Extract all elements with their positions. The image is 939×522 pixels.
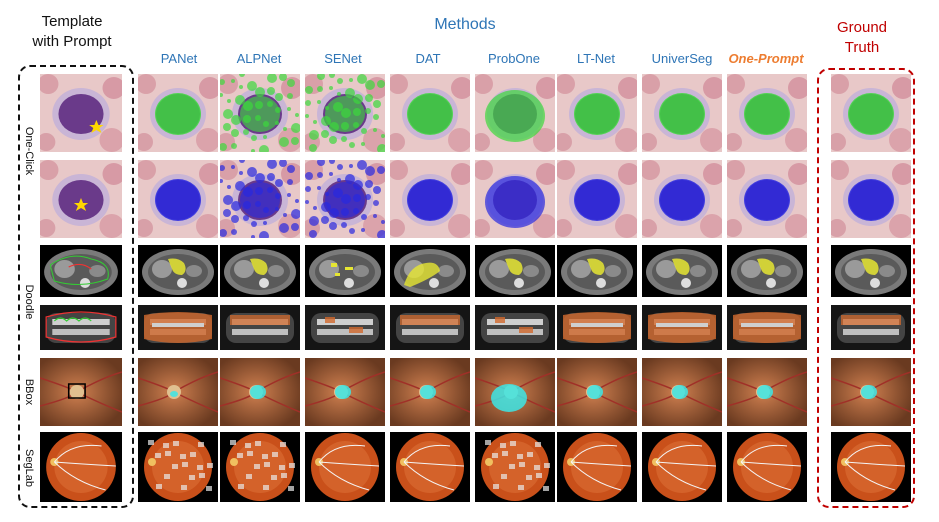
cell-dental-probone: [475, 305, 555, 350]
method-label-probone: ProbOne: [487, 51, 541, 66]
cell-fundus-universeg: [642, 358, 722, 426]
cell-ct-probone: [475, 245, 555, 297]
cell-dental-ground-truth: [831, 305, 911, 350]
cell-blood-2-senet: [305, 160, 385, 238]
cell-fundus-senet: [305, 358, 385, 426]
cell-fundus-lt-net: [557, 358, 637, 426]
cell-blood-1-universeg: [642, 74, 722, 152]
cell-blood-1-panet: [138, 74, 218, 152]
cell-blood-1-senet: [305, 74, 385, 152]
cell-blood-1-lt-net: [557, 74, 637, 152]
method-label-lt-net: LT-Net: [576, 51, 616, 66]
cell-blood-1-one-prompt: [727, 74, 807, 152]
method-label-dat: DAT: [415, 51, 441, 66]
row-label-doodle: Doodle: [23, 284, 35, 320]
cell-retina-probone: [475, 432, 555, 502]
row-label-seglab: SegLab: [23, 449, 35, 487]
cell-ct-lt-net: [557, 245, 637, 297]
ground-truth-column-frame: [817, 68, 915, 508]
cell-retina-one-prompt: [727, 432, 807, 502]
row-label-one-click: One-Click: [23, 126, 35, 176]
method-label-one-prompt: One-Prompt: [728, 51, 804, 66]
cell-ct-alpnet: [220, 245, 300, 297]
method-label-senet: SENet: [324, 51, 362, 66]
template-cell-blood-1: [40, 74, 122, 152]
cell-blood-2-universeg: [642, 160, 722, 238]
cell-blood-1-probone: [475, 74, 555, 152]
methods-title: Methods: [434, 16, 496, 33]
cell-blood-1-alpnet: [220, 74, 300, 152]
template-cell-blood-2: [40, 160, 122, 238]
cell-blood-1-ground-truth: [831, 74, 911, 152]
cell-retina-alpnet: [220, 432, 300, 502]
cell-blood-2-panet: [138, 160, 218, 238]
cell-ct-ground-truth: [831, 245, 911, 297]
template-title: Template with Prompt: [32, 13, 112, 50]
cell-retina-senet: [305, 432, 385, 502]
method-label-alpnet: ALPNet: [236, 51, 282, 66]
cell-fundus-panet: [138, 358, 218, 426]
template-cell-retina: [40, 432, 122, 502]
cell-dental-panet: [138, 305, 218, 350]
cell-dental-dat: [390, 305, 470, 350]
cell-fundus-one-prompt: [727, 358, 807, 426]
template-cell-fundus: [40, 358, 122, 426]
cell-ct-universeg: [642, 245, 722, 297]
template-cell-dental: [40, 305, 122, 350]
cell-fundus-dat: [390, 358, 470, 426]
row-label-bbox: BBox: [23, 378, 35, 406]
cell-retina-dat: [390, 432, 470, 502]
cell-ct-dat: [390, 245, 470, 297]
cell-dental-alpnet: [220, 305, 300, 350]
cell-blood-2-probone: [475, 160, 555, 238]
cell-fundus-alpnet: [220, 358, 300, 426]
cell-retina-panet: [138, 432, 218, 502]
cell-retina-universeg: [642, 432, 722, 502]
cell-fundus-ground-truth: [831, 358, 911, 426]
cell-dental-senet: [305, 305, 385, 350]
cell-dental-one-prompt: [727, 305, 807, 350]
template-column-frame: [18, 65, 134, 508]
cell-blood-2-one-prompt: [727, 160, 807, 238]
cell-blood-2-dat: [390, 160, 470, 238]
cell-blood-2-lt-net: [557, 160, 637, 238]
template-cell-ct: [40, 245, 122, 297]
cell-retina-lt-net: [557, 432, 637, 502]
cell-blood-1-dat: [390, 74, 470, 152]
cell-blood-2-alpnet: [220, 160, 300, 238]
method-label-universeg: UniverSeg: [651, 51, 713, 66]
ground-truth-title: Ground Truth: [836, 19, 888, 56]
cell-fundus-probone: [475, 358, 555, 426]
cell-retina-ground-truth: [831, 432, 911, 502]
cell-ct-panet: [138, 245, 218, 297]
method-label-panet: PANet: [160, 51, 198, 66]
cell-dental-lt-net: [557, 305, 637, 350]
cell-ct-senet: [305, 245, 385, 297]
cell-ct-one-prompt: [727, 245, 807, 297]
cell-blood-2-ground-truth: [831, 160, 911, 238]
cell-dental-universeg: [642, 305, 722, 350]
